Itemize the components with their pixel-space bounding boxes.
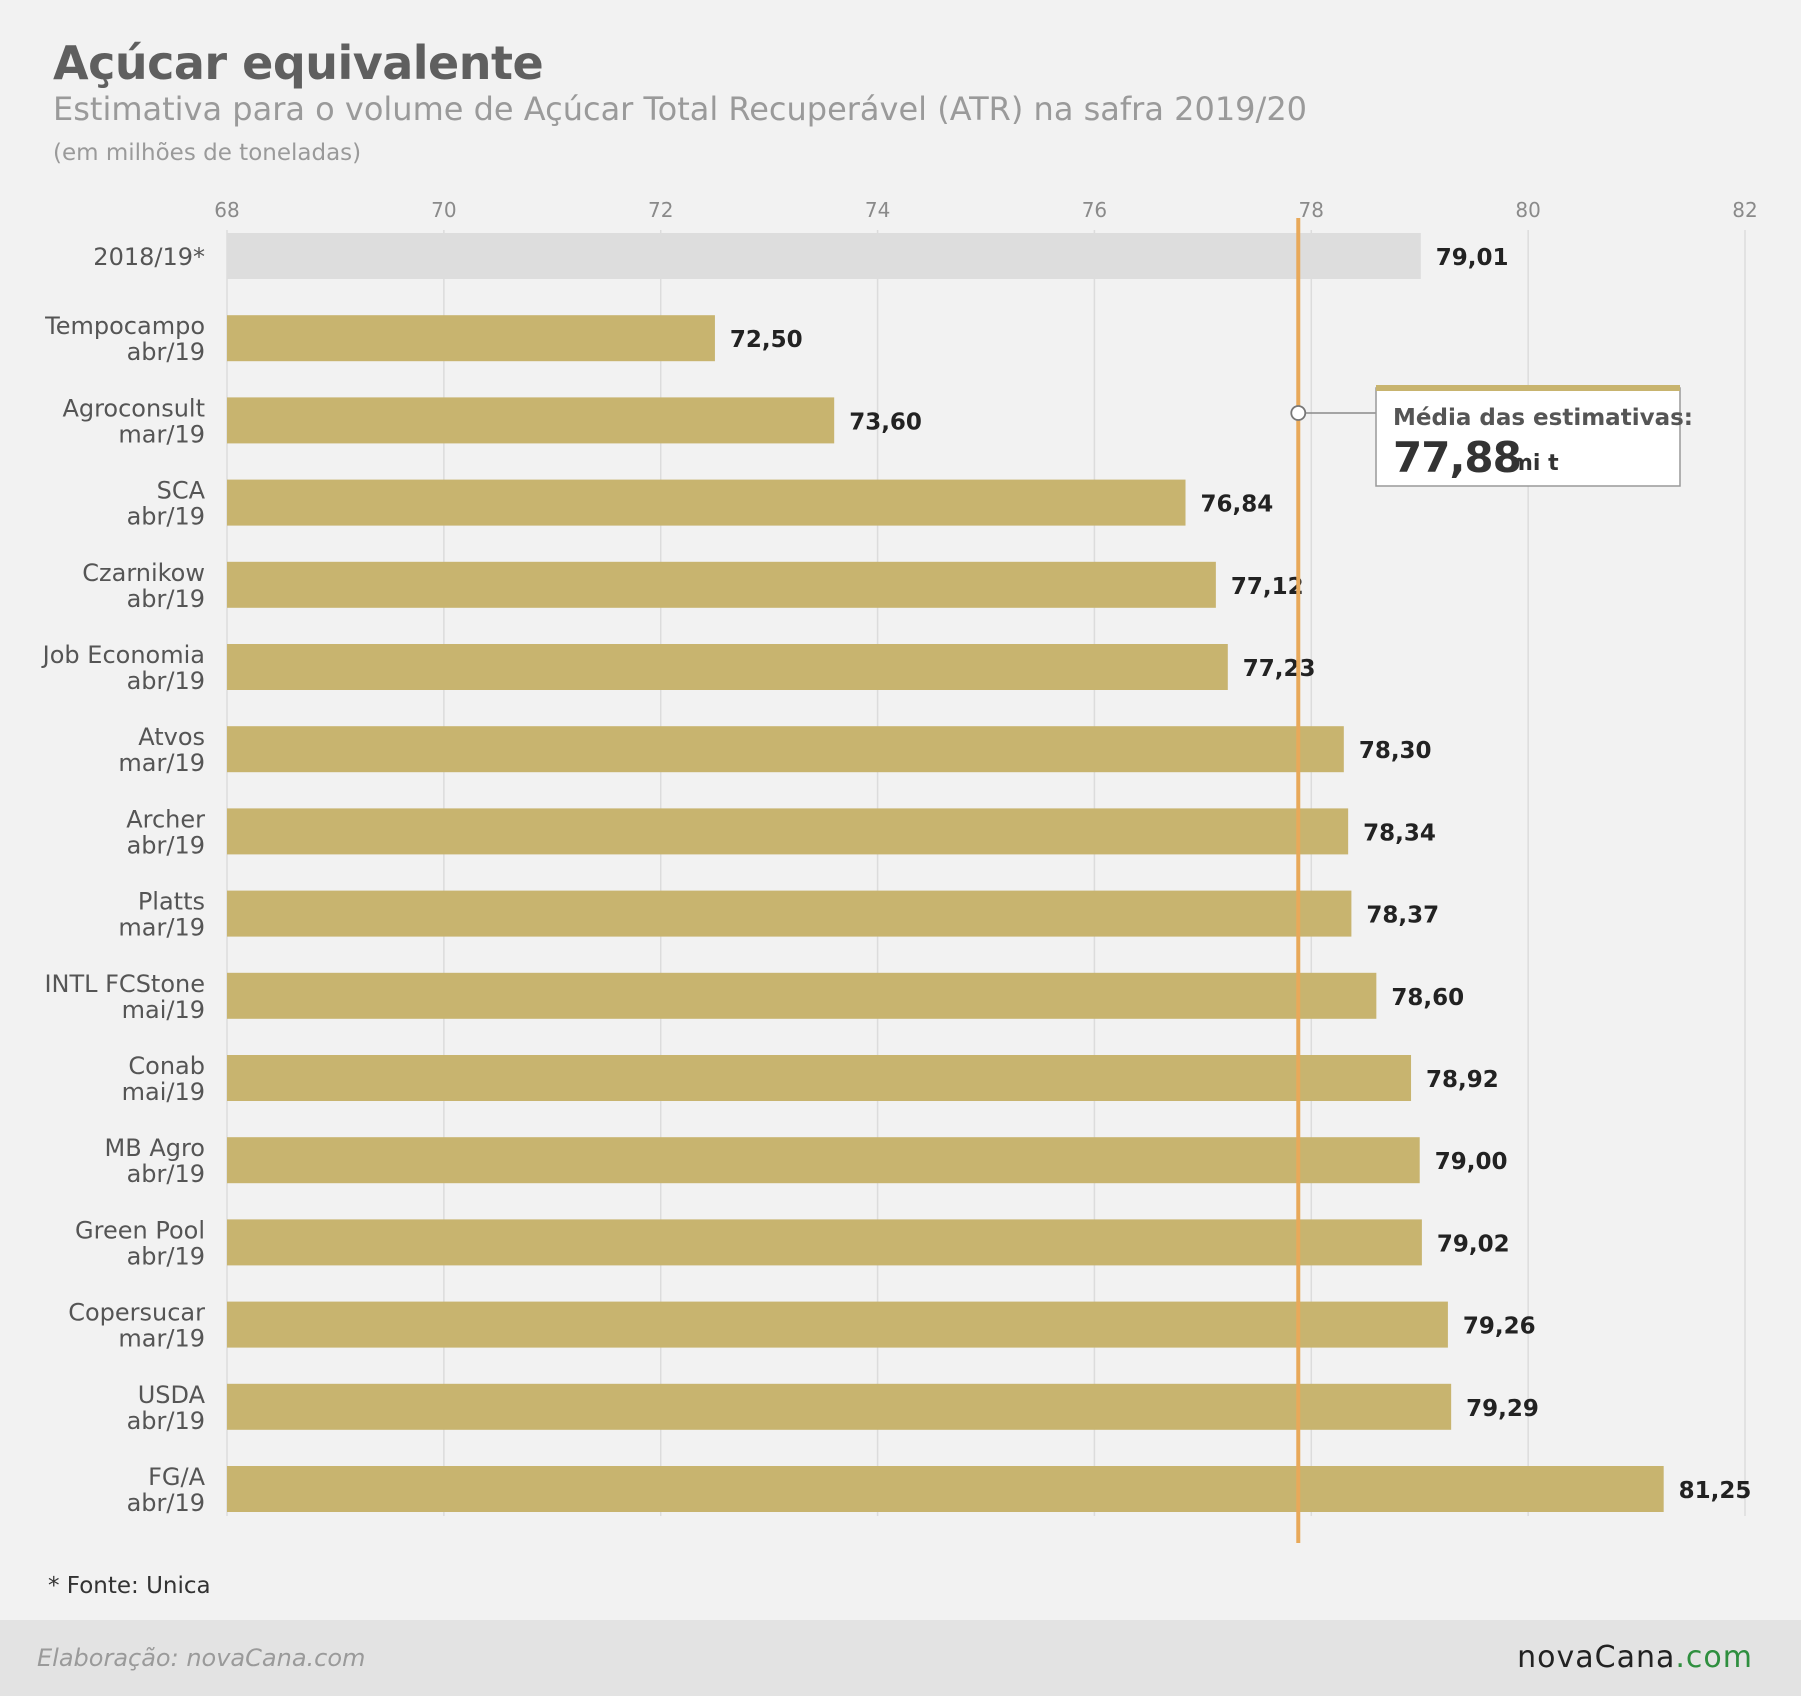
value-label-6: 78,30 bbox=[1359, 738, 1432, 764]
value-label-2: 73,60 bbox=[849, 409, 922, 435]
value-label-12: 79,02 bbox=[1437, 1231, 1510, 1257]
callout-top-accent bbox=[1376, 385, 1680, 391]
value-label-15: 81,25 bbox=[1679, 1478, 1752, 1504]
value-label-10: 78,92 bbox=[1426, 1067, 1499, 1093]
bar-0 bbox=[227, 233, 1421, 279]
category-date-6: mar/19 bbox=[118, 749, 205, 777]
average-unit: mi t bbox=[1510, 451, 1559, 476]
x-tick-label-70: 70 bbox=[431, 198, 456, 222]
bar-5 bbox=[227, 644, 1228, 690]
category-date-15: abr/19 bbox=[127, 1489, 205, 1517]
value-label-1: 72,50 bbox=[730, 327, 803, 353]
average-label: Média das estimativas: bbox=[1393, 405, 1693, 431]
average-value: 77,88 bbox=[1393, 433, 1521, 482]
bar-2 bbox=[227, 397, 835, 444]
x-tick-label-72: 72 bbox=[648, 198, 673, 222]
bar-7 bbox=[227, 808, 1349, 855]
category-date-7: abr/19 bbox=[127, 831, 205, 859]
category-label-1: Tempocampo bbox=[44, 312, 205, 340]
logo-domain: .com bbox=[1675, 1640, 1753, 1675]
bar-15 bbox=[227, 1466, 1664, 1512]
category-date-4: abr/19 bbox=[127, 585, 205, 613]
category-label-2: Agroconsult bbox=[62, 394, 205, 422]
value-label-0: 79,01 bbox=[1436, 245, 1509, 271]
category-label-8: Platts bbox=[138, 888, 205, 916]
bar-8 bbox=[227, 890, 1352, 937]
source-note: * Fonte: Unica bbox=[48, 1573, 211, 1599]
category-date-8: mar/19 bbox=[118, 914, 205, 942]
category-label-0: 2018/19* bbox=[93, 243, 205, 271]
x-tick-label-80: 80 bbox=[1515, 198, 1540, 222]
bar-4 bbox=[227, 561, 1216, 608]
bars bbox=[227, 233, 1664, 1512]
value-label-3: 76,84 bbox=[1201, 492, 1274, 518]
bar-12 bbox=[227, 1219, 1422, 1266]
bar-3 bbox=[227, 479, 1186, 526]
category-label-4: Czarnikow bbox=[82, 559, 205, 587]
x-tick-label-82: 82 bbox=[1732, 198, 1757, 222]
bar-6 bbox=[227, 726, 1344, 773]
bar-9 bbox=[227, 972, 1377, 1019]
category-date-10: mai/19 bbox=[122, 1078, 205, 1106]
value-label-11: 79,00 bbox=[1435, 1149, 1508, 1175]
bar-13 bbox=[227, 1301, 1448, 1348]
category-date-14: abr/19 bbox=[127, 1407, 205, 1435]
bar-chart: 68 70 72 74 76 78 80 82 2018/19*Tempocampoabr/1… bbox=[41, 198, 1758, 1543]
chart-subtitle: Estimativa para o volume de Açúcar Total… bbox=[53, 90, 1308, 128]
category-label-11: MB Agro bbox=[105, 1134, 205, 1162]
category-label-13: Copersucar bbox=[68, 1299, 205, 1327]
logo-main: novaCana bbox=[1517, 1640, 1676, 1675]
category-date-9: mai/19 bbox=[122, 996, 205, 1024]
category-label-10: Conab bbox=[128, 1052, 205, 1080]
bar-14 bbox=[227, 1383, 1452, 1430]
category-label-3: SCA bbox=[157, 477, 206, 505]
value-label-5: 77,23 bbox=[1243, 656, 1316, 682]
value-labels: 79,01 72,50 73,60 76,84 77,12 77,23 78,30 78,34… bbox=[730, 245, 1752, 1504]
bar-1 bbox=[227, 315, 715, 362]
novacana-logo: novaCana.com bbox=[1517, 1640, 1753, 1675]
value-label-9: 78,60 bbox=[1391, 985, 1464, 1011]
footer-bar: Elaboração: novaCana.com novaCana.com bbox=[0, 1620, 1801, 1696]
category-date-12: abr/19 bbox=[127, 1242, 205, 1270]
category-date-1: abr/19 bbox=[127, 338, 205, 366]
credit-text: Elaboração: novaCana.com bbox=[37, 1644, 366, 1672]
category-date-3: abr/19 bbox=[127, 503, 205, 531]
x-tick-label-76: 76 bbox=[1082, 198, 1107, 222]
chart-title: Açúcar equivalente bbox=[53, 36, 544, 90]
value-label-8: 78,37 bbox=[1366, 903, 1439, 929]
x-tick-label-78: 78 bbox=[1299, 198, 1324, 222]
category-label-5: Job Economia bbox=[41, 641, 205, 669]
category-label-9: INTL FCStone bbox=[44, 970, 205, 998]
average-callout-box bbox=[1375, 387, 1681, 487]
value-label-4: 77,12 bbox=[1231, 574, 1304, 600]
category-label-14: USDA bbox=[138, 1381, 206, 1409]
callout-marker bbox=[1290, 405, 1307, 421]
x-axis-ticks: 68 70 72 74 76 78 80 82 bbox=[214, 198, 1757, 222]
category-date-11: abr/19 bbox=[127, 1160, 205, 1188]
category-label-6: Atvos bbox=[138, 723, 205, 751]
x-tick-label-68: 68 bbox=[214, 198, 239, 222]
category-date-13: mar/19 bbox=[118, 1325, 205, 1353]
bar-11 bbox=[227, 1137, 1420, 1184]
value-label-7: 78,34 bbox=[1363, 820, 1436, 846]
category-label-12: Green Pool bbox=[75, 1216, 205, 1244]
category-date-2: mar/19 bbox=[118, 420, 205, 448]
value-label-13: 79,26 bbox=[1463, 1314, 1536, 1340]
category-date-5: abr/19 bbox=[127, 667, 205, 695]
category-labels: 2018/19*Tempocampoabr/19Agroconsultmar/1… bbox=[41, 243, 206, 1517]
category-label-7: Archer bbox=[126, 805, 205, 833]
category-label-15: FG/A bbox=[148, 1463, 205, 1491]
x-tick-label-74: 74 bbox=[865, 198, 890, 222]
value-label-14: 79,29 bbox=[1466, 1396, 1539, 1422]
unit-note: (em milhões de toneladas) bbox=[53, 140, 362, 166]
bar-10 bbox=[227, 1055, 1412, 1101]
